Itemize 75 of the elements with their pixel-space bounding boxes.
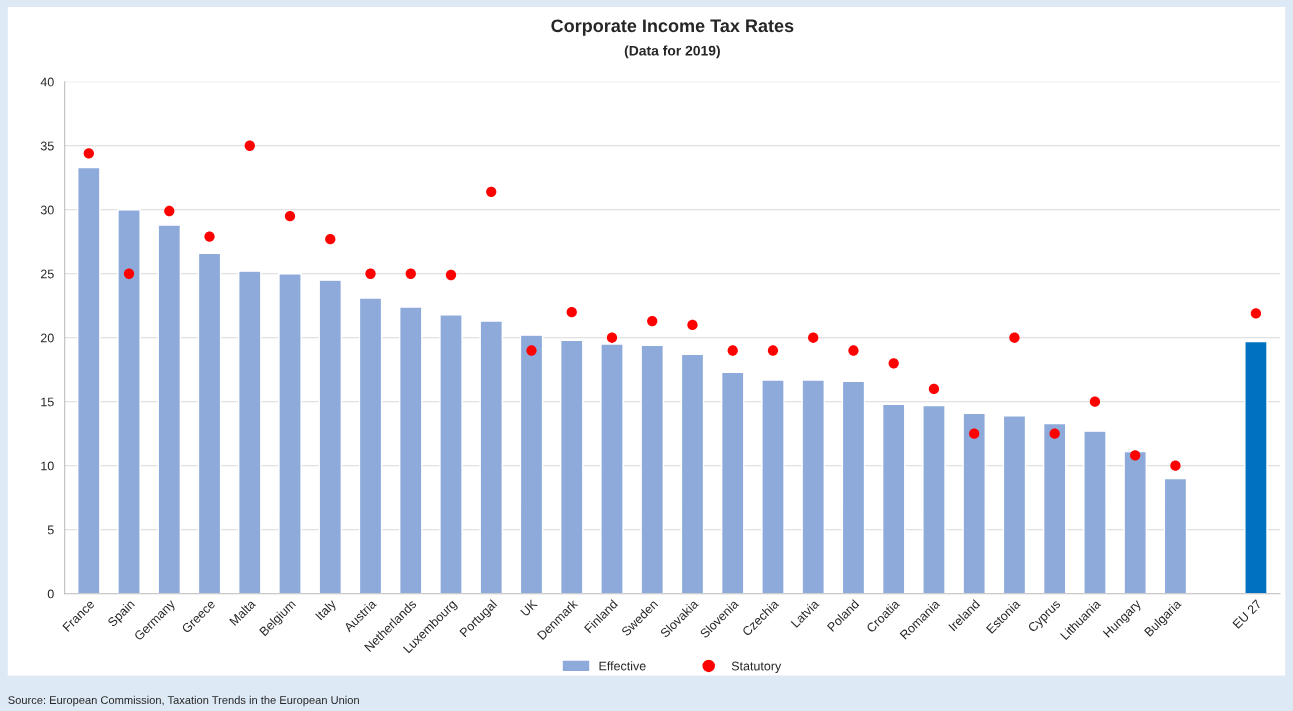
bar xyxy=(1002,415,1027,594)
point xyxy=(606,332,618,343)
bar xyxy=(1083,430,1107,594)
bar xyxy=(600,343,624,594)
x-tick-label: EU 27 xyxy=(1232,599,1262,629)
bar xyxy=(157,224,182,594)
bar xyxy=(439,313,463,594)
chart-subtitle: (Data for 2019) xyxy=(624,45,720,59)
legend-label: Statutory xyxy=(731,661,782,673)
bar xyxy=(479,320,504,594)
point xyxy=(204,231,215,242)
bar xyxy=(117,209,141,594)
bar xyxy=(761,379,785,594)
point xyxy=(325,234,336,245)
y-tick-label: 10 xyxy=(41,461,54,471)
point xyxy=(647,315,658,327)
point xyxy=(808,332,819,343)
bar xyxy=(559,339,584,594)
point xyxy=(1009,332,1020,343)
bar xyxy=(801,379,825,594)
chart-title: Corporate Income Tax Rates xyxy=(551,19,794,36)
bar xyxy=(278,273,302,594)
bar xyxy=(640,344,664,594)
point xyxy=(244,140,255,151)
x-tick-label: Italy xyxy=(314,598,339,623)
bar xyxy=(238,270,262,594)
point xyxy=(727,345,738,356)
bar xyxy=(318,279,343,594)
point xyxy=(1170,460,1181,471)
y-tick-label: 20 xyxy=(40,333,54,343)
point xyxy=(164,205,175,217)
bar xyxy=(519,334,544,594)
point xyxy=(526,345,537,356)
y-tick-label: 5 xyxy=(47,525,54,535)
bar xyxy=(881,403,906,594)
y-tick-label: 25 xyxy=(40,269,54,279)
bar xyxy=(1244,340,1268,594)
bar xyxy=(922,404,946,594)
point xyxy=(284,210,296,222)
point xyxy=(486,186,497,197)
x-tick-label: UK xyxy=(520,598,538,617)
y-tick-label: 40 xyxy=(40,77,54,87)
y-tick-label: 30 xyxy=(40,205,54,215)
bar xyxy=(1163,477,1188,594)
bar xyxy=(358,297,383,594)
point xyxy=(1250,308,1262,319)
bar xyxy=(720,371,745,594)
point xyxy=(888,358,899,369)
y-tick-label: 0 xyxy=(47,589,54,599)
y-tick-label: 15 xyxy=(41,397,54,407)
source-note: Source: European Commission, Taxation Trends in the European Union xyxy=(8,695,359,707)
bar xyxy=(680,353,705,594)
point xyxy=(405,268,416,279)
bar xyxy=(197,252,222,594)
point xyxy=(566,306,577,318)
point xyxy=(1089,396,1101,407)
point xyxy=(1130,450,1141,461)
legend-label: Effective xyxy=(599,661,646,671)
bar xyxy=(1123,450,1147,594)
bar xyxy=(77,166,101,594)
point xyxy=(1049,428,1060,439)
y-tick-label: 35 xyxy=(40,141,54,151)
point xyxy=(848,345,859,356)
bar xyxy=(1042,422,1067,594)
point xyxy=(123,268,135,279)
point xyxy=(969,428,980,439)
point xyxy=(365,268,376,279)
point xyxy=(767,345,779,356)
point xyxy=(445,269,457,281)
point xyxy=(687,319,698,331)
point xyxy=(928,383,940,395)
bar xyxy=(841,380,866,594)
bar xyxy=(962,412,986,594)
point xyxy=(83,148,94,159)
bar xyxy=(399,306,423,594)
